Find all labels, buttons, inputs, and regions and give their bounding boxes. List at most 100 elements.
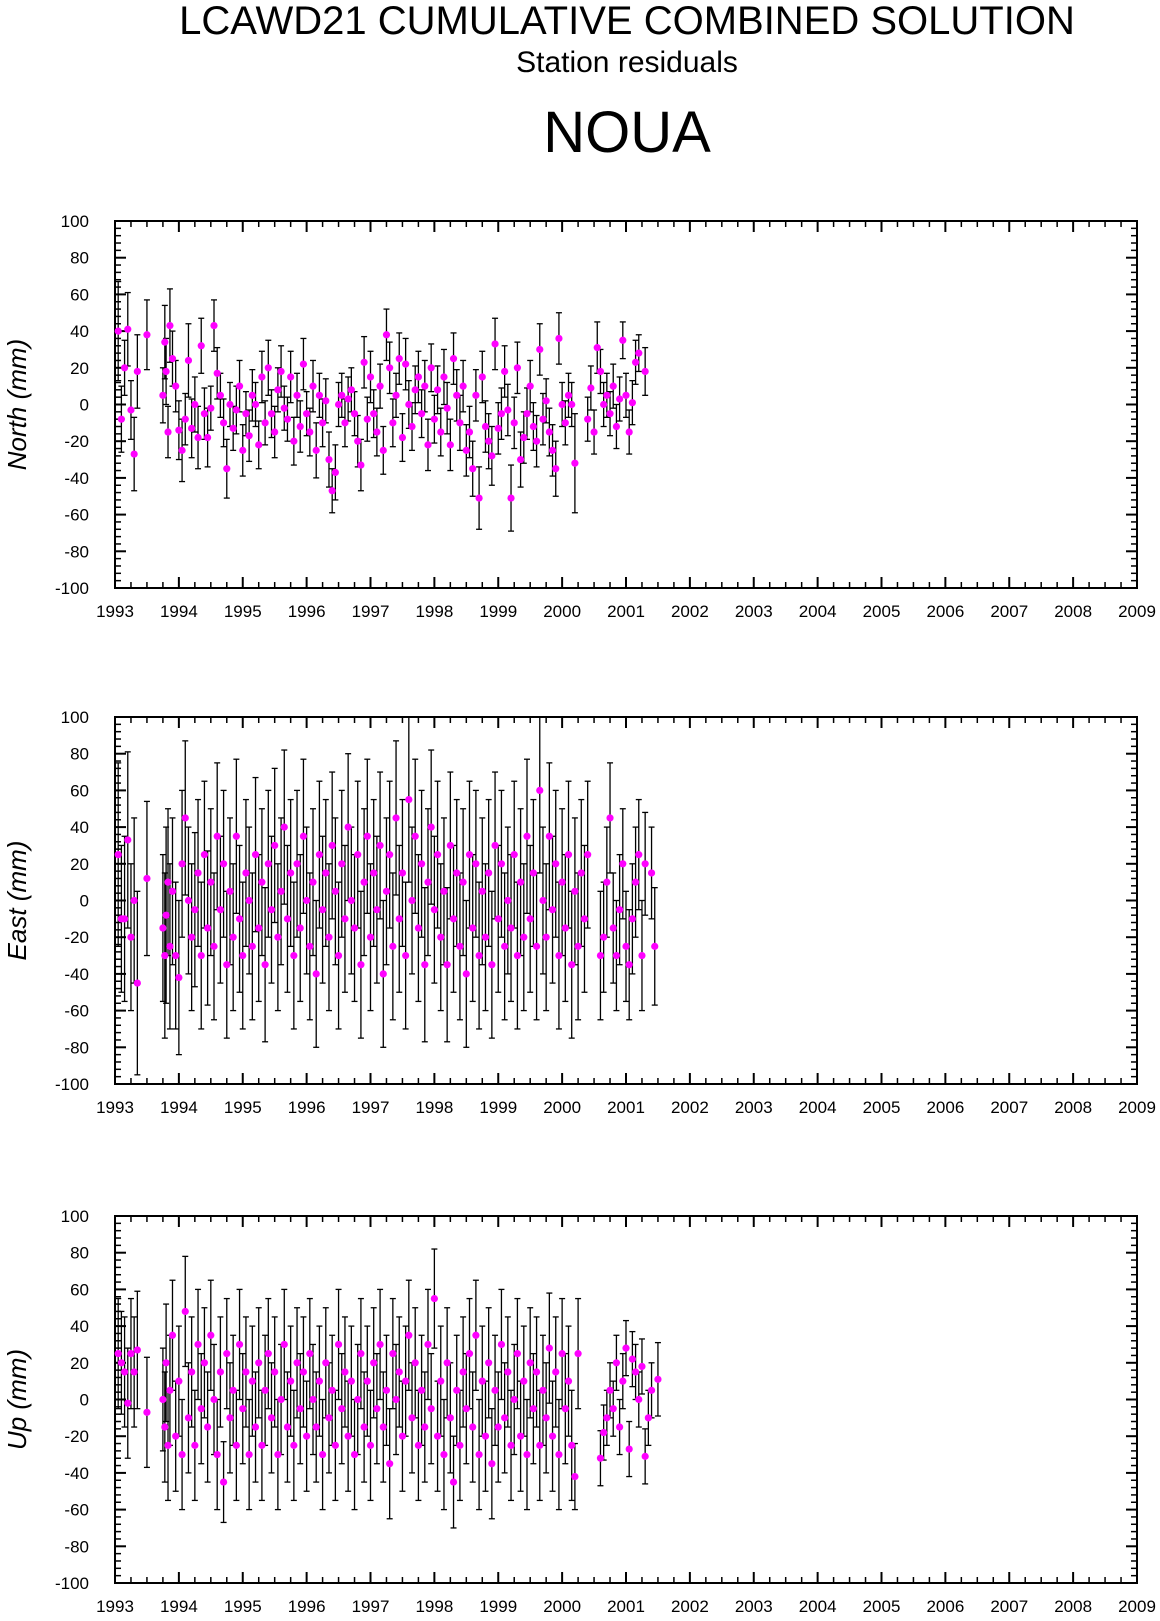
data-point xyxy=(446,841,454,850)
data-point xyxy=(315,1377,323,1385)
data-point xyxy=(542,1414,550,1422)
data-point xyxy=(277,1395,285,1404)
data-point xyxy=(258,878,266,886)
y-tick-label: -100 xyxy=(55,1075,89,1094)
data-point xyxy=(130,896,138,905)
data-point xyxy=(194,433,202,442)
data-point xyxy=(143,874,151,883)
data-point xyxy=(529,869,537,877)
data-point xyxy=(421,1423,429,1431)
data-point xyxy=(395,1368,403,1376)
data-point xyxy=(545,428,553,436)
data-point xyxy=(600,933,608,941)
y-tick-label: 0 xyxy=(80,396,89,415)
data-point xyxy=(430,415,438,423)
data-point xyxy=(421,382,429,390)
x-tick-label: 2004 xyxy=(799,1098,837,1117)
data-point xyxy=(424,1340,432,1349)
x-tick-label: 2009 xyxy=(1118,1098,1156,1117)
data-point xyxy=(456,419,464,427)
data-point xyxy=(341,915,349,923)
data-point xyxy=(235,382,244,390)
data-point xyxy=(472,860,480,868)
data-point xyxy=(539,415,547,423)
data-point xyxy=(213,369,221,377)
data-point xyxy=(130,450,138,458)
data-point xyxy=(408,422,416,431)
x-tick-label: 2008 xyxy=(1054,1597,1092,1616)
data-point xyxy=(638,1362,646,1371)
data-point xyxy=(280,404,288,412)
data-point xyxy=(226,1414,234,1422)
data-point xyxy=(338,860,346,868)
data-point xyxy=(382,331,391,339)
data-point xyxy=(414,1441,423,1449)
data-point xyxy=(318,419,327,427)
data-point xyxy=(354,1395,362,1404)
data-point xyxy=(315,391,323,399)
x-tick-label: 1994 xyxy=(160,1098,198,1117)
x-tick-label: 1993 xyxy=(96,1597,134,1616)
data-point xyxy=(312,1423,320,1431)
data-point xyxy=(318,1450,327,1459)
data-point xyxy=(520,433,528,442)
data-point xyxy=(226,400,234,409)
data-point xyxy=(465,1350,474,1358)
data-point xyxy=(299,832,308,840)
data-point xyxy=(181,415,189,423)
data-point xyxy=(584,415,592,423)
data-point xyxy=(207,878,215,886)
data-point xyxy=(469,924,477,932)
y-tick-label: -20 xyxy=(64,1427,89,1446)
x-tick-label: 1994 xyxy=(160,602,198,621)
data-point xyxy=(456,942,464,950)
data-point xyxy=(162,911,170,919)
data-point xyxy=(386,851,394,859)
data-point xyxy=(293,1359,301,1367)
data-point xyxy=(194,869,202,877)
data-point xyxy=(631,358,640,366)
x-tick-label: 1999 xyxy=(479,1098,517,1117)
data-point xyxy=(513,364,522,372)
x-tick-label: 1997 xyxy=(352,1597,390,1616)
data-point xyxy=(418,860,426,868)
data-point xyxy=(166,1386,174,1394)
data-point xyxy=(124,1399,132,1407)
data-point xyxy=(622,1344,630,1352)
data-point xyxy=(456,1441,464,1449)
data-point xyxy=(398,433,407,442)
data-point xyxy=(338,391,346,399)
data-point xyxy=(446,441,454,449)
data-point xyxy=(184,356,193,365)
data-point xyxy=(325,1414,333,1422)
data-point xyxy=(405,795,413,804)
data-point xyxy=(616,1423,624,1431)
data-point xyxy=(127,933,135,941)
data-point xyxy=(494,424,502,432)
y-tick-label: -40 xyxy=(64,469,89,488)
data-point xyxy=(328,487,336,495)
data-point xyxy=(472,391,480,399)
data-point xyxy=(485,437,493,445)
data-point xyxy=(529,422,537,431)
data-point xyxy=(223,961,231,969)
data-point xyxy=(491,340,499,348)
data-point xyxy=(561,419,569,427)
data-point xyxy=(242,410,250,418)
data-point xyxy=(280,823,288,831)
x-tick-label: 1996 xyxy=(288,602,326,621)
data-point xyxy=(628,915,636,923)
data-point xyxy=(481,1432,490,1440)
data-point xyxy=(568,400,576,409)
data-point xyxy=(612,951,621,960)
data-point xyxy=(251,1423,260,1431)
data-point xyxy=(641,367,649,376)
data-point xyxy=(347,386,355,394)
data-point xyxy=(517,1432,525,1440)
data-point xyxy=(322,869,330,877)
data-point xyxy=(488,1460,496,1468)
data-point xyxy=(350,410,359,418)
data-point xyxy=(504,1368,512,1376)
data-point xyxy=(590,428,598,436)
data-point xyxy=(181,814,189,822)
